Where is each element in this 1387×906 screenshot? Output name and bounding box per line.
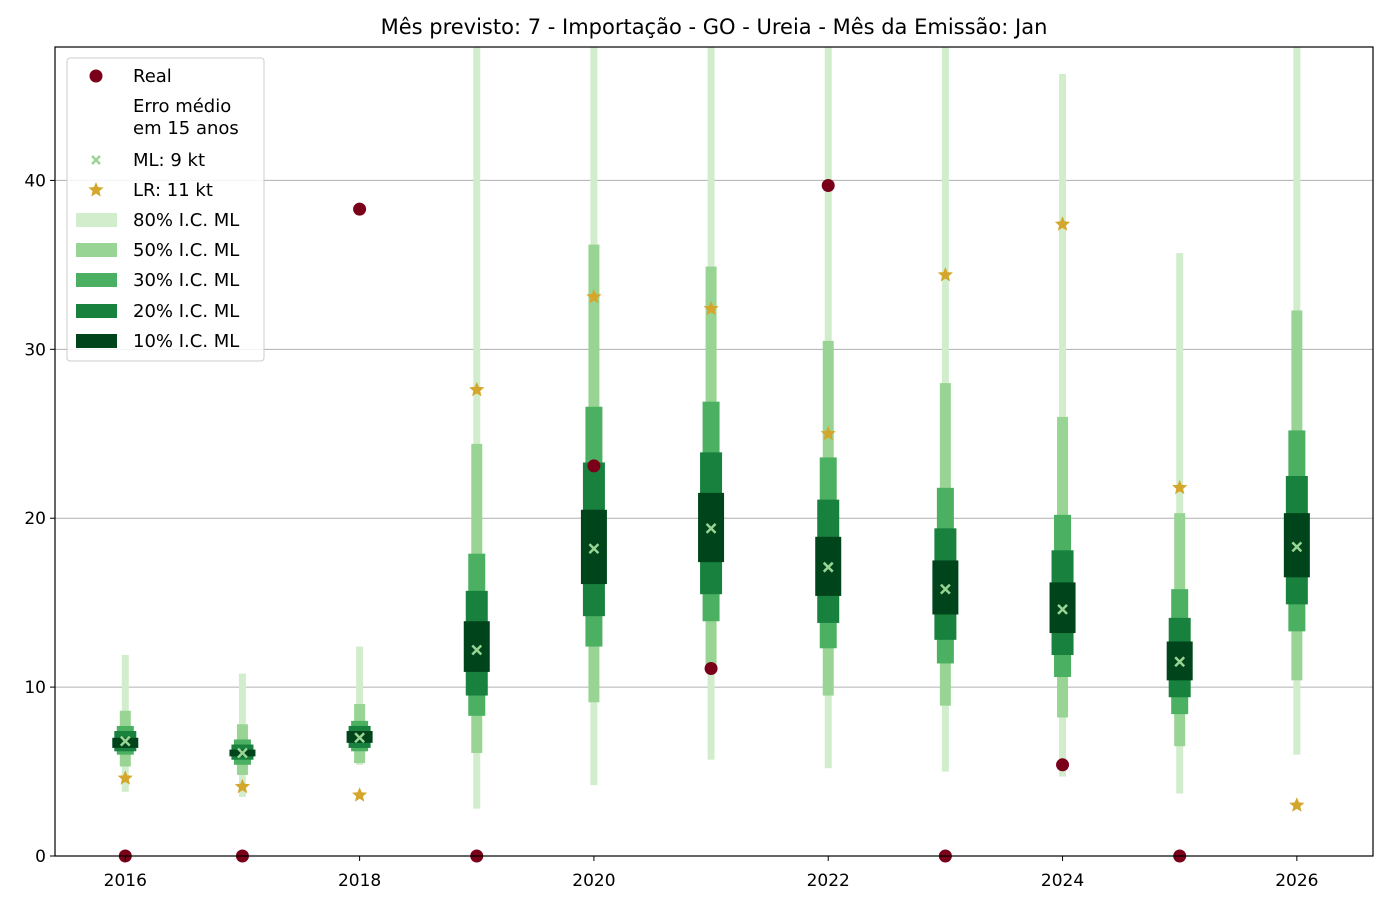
real-marker-2021 [704,662,718,676]
y-tick-label: 10 [24,678,46,698]
ml-marker-2022 [822,561,834,573]
legend-ci20-label: 20% I.C. ML [133,301,239,322]
x-axis: 2016 2018 2020 2022 2024 2026 [104,856,1318,891]
lr-marker-2019 [469,381,485,397]
plot-frame [54,46,1374,857]
y-tick-label: 40 [24,171,46,191]
legend-ci80-label: 80% I.C. ML [133,210,239,231]
ml-marker-2026 [1291,541,1303,553]
legend-lr-label: LR: 11 kt [133,180,213,201]
real-marker-2020 [587,459,601,473]
y-tick-label: 0 [35,847,46,867]
ml-marker-2016 [119,735,131,747]
ml-marker-2021 [705,522,717,534]
legend-ci10-swatch [76,334,117,348]
x-tick-label: 2022 [807,871,850,891]
legend-header-label: Erro médio [133,96,231,117]
lr-marker-2025 [1172,479,1188,495]
legend-lr-marker [88,182,104,197]
ml-marker-2025 [1174,656,1186,668]
legend-ci10-label: 10% I.C. ML [133,331,239,352]
real-marker-2018 [353,202,367,216]
x-tick-label: 2018 [338,871,381,891]
y-tick-label: 20 [24,509,46,529]
lr-marker-2021 [703,300,719,316]
x-tick-label: 2016 [104,871,147,891]
legend-ci30-swatch [76,273,117,287]
legend-ci50-label: 50% I.C. ML [133,240,239,261]
lr-marker-2018 [352,787,368,802]
lr-marker-2016 [117,770,133,785]
legend-ci50-swatch [76,243,117,257]
legend-header-label: em 15 anos [133,118,239,139]
interval-bars [112,47,1310,809]
lr-marker-2024 [1054,216,1071,231]
ci80-bar-2019 [473,47,481,809]
legend-real-label: Real [133,66,172,87]
y-axis: 0 10 20 30 40 [24,171,55,867]
chart-title: Mês previsto: 7 - Importação - GO - Urei… [381,15,1048,39]
legend-ml-marker [91,155,101,165]
lr-marker-2017 [234,778,251,794]
lr-marker-2026 [1289,797,1305,812]
legend-real-marker [89,69,103,83]
legend-ci20-swatch [76,304,117,318]
x-tick-label: 2020 [572,871,615,891]
point-marks [117,178,1305,863]
ci10-bar-2019 [463,621,490,672]
y-tick-label: 30 [24,340,46,360]
ml-marker-2023 [939,583,951,595]
ml-marker-2018 [354,732,365,744]
real-marker-2024 [1056,758,1070,772]
ml-marker-2020 [588,543,600,554]
ml-marker-2019 [471,644,483,656]
x-tick-label: 2026 [1275,871,1318,891]
legend-ci30-label: 30% I.C. ML [133,270,239,291]
lr-marker-2023 [937,267,953,282]
lr-marker-2020 [586,289,602,304]
ml-marker-2017 [237,747,248,759]
legend-ml-label: ML: 9 kt [133,150,205,171]
lr-marker-2022 [820,425,836,441]
ml-marker-2024 [1057,604,1068,615]
real-marker-2022 [821,178,835,192]
x-tick-label: 2024 [1041,871,1084,891]
legend-ci80-swatch [76,213,117,227]
